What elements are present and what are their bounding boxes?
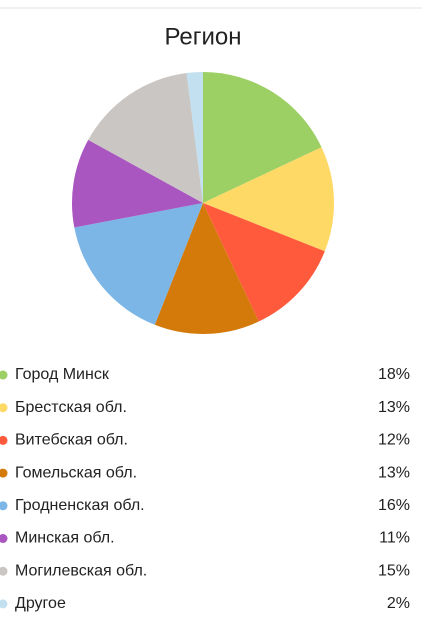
legend-marker [0, 435, 8, 445]
legend-label: Минская обл. [15, 530, 115, 547]
pie-slice [74, 203, 203, 325]
legend-marker [0, 501, 8, 511]
legend-marker [0, 566, 8, 576]
value-label: 15% [378, 562, 410, 579]
pie-slice [186, 72, 203, 203]
value-label: 18% [378, 366, 410, 383]
legend-label: Витебская обл. [15, 432, 128, 449]
value-label: 11% [379, 530, 410, 547]
legend-label: Гродненская обл. [15, 497, 145, 514]
value-label: 13% [378, 464, 410, 481]
pie-slice [203, 147, 334, 252]
legend-label: Брестская обл. [15, 399, 127, 416]
legend-label: Гомельская обл. [15, 464, 137, 481]
legend-label: Город Минск [15, 366, 110, 383]
value-label: 16% [378, 497, 410, 514]
legend-label: Другое [15, 595, 66, 612]
value-label: 12% [378, 432, 410, 449]
value-label: 2% [387, 595, 410, 612]
pie-slice [154, 203, 259, 334]
legend-marker [0, 599, 8, 609]
legend-marker [0, 534, 8, 543]
legend-label: Могилевская обл. [15, 562, 147, 579]
pie-slice [88, 73, 203, 203]
chart-title: Регион [164, 23, 241, 50]
value-label: 13% [378, 399, 410, 416]
pie-slice [72, 139, 204, 228]
legend-marker [0, 403, 8, 413]
pie-slice [203, 72, 322, 203]
legend-marker [0, 468, 8, 478]
legend-marker [0, 370, 8, 380]
pie-slice [203, 203, 325, 322]
